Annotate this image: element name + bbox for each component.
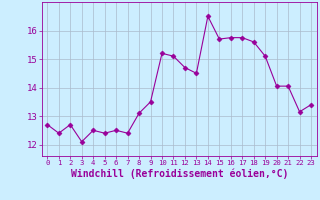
X-axis label: Windchill (Refroidissement éolien,°C): Windchill (Refroidissement éolien,°C) (70, 169, 288, 179)
